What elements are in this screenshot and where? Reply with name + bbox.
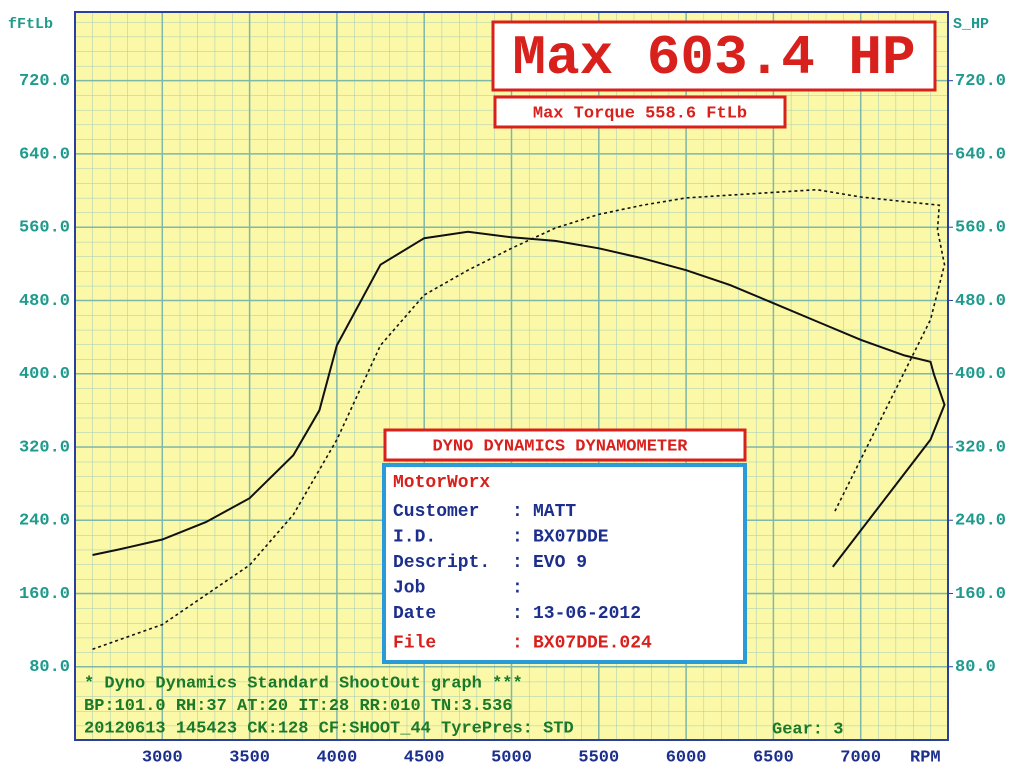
series-line [92, 188, 946, 651]
y-tick-label: 240.0 [19, 512, 70, 531]
x-tick-label: 4000 [316, 748, 357, 767]
info-value: MATT [533, 502, 576, 522]
info-label: Descript. [393, 553, 490, 573]
x-tick-label: 5500 [578, 748, 619, 767]
info-sep: : [512, 633, 523, 653]
max-torque-box [493, 95, 787, 129]
y-tick-label: 480.0 [19, 292, 70, 311]
info-title-box [383, 428, 747, 462]
y-tick-label: 640.0 [19, 145, 70, 164]
info-sep: : [512, 553, 523, 573]
info-value: EVO 9 [533, 553, 587, 573]
y2-axis-label: S_HP [953, 16, 989, 33]
y2-tick-label: 400.0 [955, 365, 1006, 384]
info-label: I.D. [393, 527, 436, 547]
info-value: BX07DDE.024 [533, 633, 652, 653]
y2-tick-label: 240.0 [955, 512, 1006, 531]
info-label: Customer [393, 502, 479, 522]
y2-tick-label: 160.0 [955, 585, 1006, 604]
info-sep: : [512, 527, 523, 547]
y-tick-label: 80.0 [29, 658, 70, 677]
info-box [382, 463, 747, 664]
x-tick-label: 4500 [404, 748, 445, 767]
y-tick-label: 160.0 [19, 585, 70, 604]
y2-tick-label: 320.0 [955, 438, 1006, 457]
y2-tick-label: 720.0 [955, 72, 1006, 91]
info-value: 13-06-2012 [533, 604, 641, 624]
y-axis-label: fFtLb [8, 16, 53, 33]
footer-line: BP:101.0 RH:37 AT:20 IT:28 RR:010 TN:3.5… [84, 697, 512, 716]
info-sep: : [512, 578, 523, 598]
gear: Gear: 3 [772, 720, 843, 739]
footer-line: * Dyno Dynamics Standard ShootOut graph … [84, 674, 523, 693]
y-tick-label: 400.0 [19, 365, 70, 384]
max-hp-box [491, 20, 937, 92]
footer-line: 20120613 145423 CK:128 CF:SHOOT_44 TyreP… [84, 719, 574, 738]
y2-tick-label: 80.0 [955, 658, 996, 677]
info-value: BX07DDE [533, 527, 609, 547]
x-tick-label: 3500 [229, 748, 270, 767]
info-heading: MotorWorx [393, 473, 490, 493]
plot-frame [74, 11, 949, 741]
y2-tick-label: 640.0 [955, 145, 1006, 164]
info-title: DYNO DYNAMICS DYNAMOMETER [432, 437, 688, 456]
x-tick-label: 6500 [753, 748, 794, 767]
max-torque: Max Torque 558.6 FtLb [533, 104, 747, 123]
x-tick-label: 5000 [491, 748, 532, 767]
info-label: Date [393, 604, 436, 624]
x-axis-label: RPM [910, 748, 941, 767]
y-tick-label: 560.0 [19, 219, 70, 238]
y2-tick-label: 560.0 [955, 219, 1006, 238]
info-label: Job [393, 578, 425, 598]
x-tick-label: 7000 [840, 748, 881, 767]
max-hp: Max 603.4 HP [512, 26, 915, 90]
info-sep: : [512, 502, 523, 522]
info-sep: : [512, 604, 523, 624]
y2-tick-label: 480.0 [955, 292, 1006, 311]
y-tick-label: 320.0 [19, 438, 70, 457]
info-label: File [393, 633, 436, 653]
y-tick-label: 720.0 [19, 72, 70, 91]
series-line [92, 230, 946, 568]
x-tick-label: 3000 [142, 748, 183, 767]
x-tick-label: 6000 [666, 748, 707, 767]
